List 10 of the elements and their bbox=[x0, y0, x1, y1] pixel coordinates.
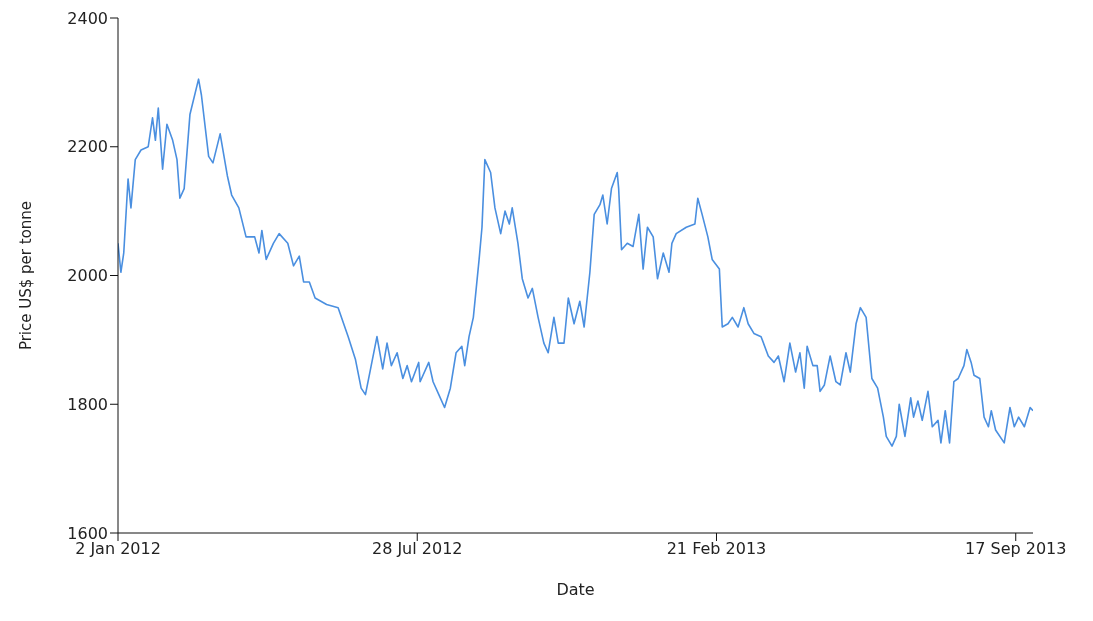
y-tick-label: 2000 bbox=[67, 266, 108, 286]
x-axis-title: Date bbox=[556, 580, 595, 599]
y-tick-label: 2400 bbox=[67, 8, 108, 28]
x-tick-label: 17 Sep 2013 bbox=[965, 539, 1067, 559]
x-tick-label: 21 Feb 2013 bbox=[666, 539, 767, 559]
line-series bbox=[118, 78, 1033, 447]
x-tick-label: 28 Jul 2012 bbox=[371, 539, 463, 559]
y-tick-label: 2200 bbox=[67, 137, 108, 157]
y-axis-title: Price US$ per tonne bbox=[17, 200, 36, 351]
y-tick-label: 1800 bbox=[67, 394, 108, 414]
